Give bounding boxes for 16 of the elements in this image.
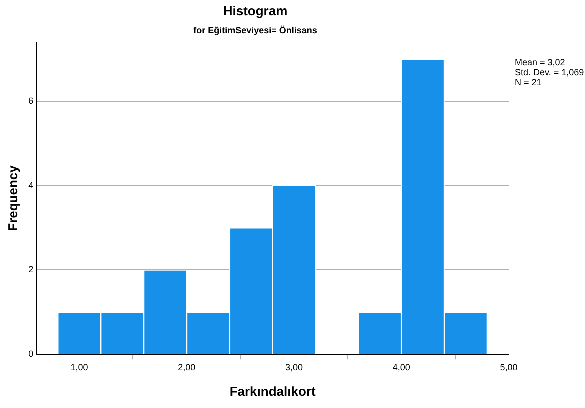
y-axis-title: Frequency bbox=[5, 164, 20, 232]
x-tick-label: 4,00 bbox=[392, 362, 410, 372]
x-axis-title: Farkındalıkort bbox=[230, 384, 316, 399]
y-tick-label: 6 bbox=[28, 96, 34, 106]
text: Std. Dev. = 1,069 bbox=[515, 67, 584, 78]
y-tick-label: 0 bbox=[28, 349, 34, 360]
x-tick-label: 1,00 bbox=[70, 362, 88, 372]
text: N = 21 bbox=[515, 77, 542, 88]
chart-title: Histogram bbox=[223, 3, 288, 18]
chart-subtitle: for EğitimSeviyesi= Önlisans bbox=[194, 25, 318, 36]
x-tick-label: 3,00 bbox=[286, 362, 304, 372]
x-tick-label: 2,00 bbox=[178, 362, 196, 372]
y-tick-label: 4 bbox=[28, 180, 34, 190]
x-tick-label: 5,00 bbox=[500, 362, 518, 372]
text: Mean = 3,02 bbox=[515, 57, 566, 68]
y-tick-label: 2 bbox=[28, 264, 34, 275]
